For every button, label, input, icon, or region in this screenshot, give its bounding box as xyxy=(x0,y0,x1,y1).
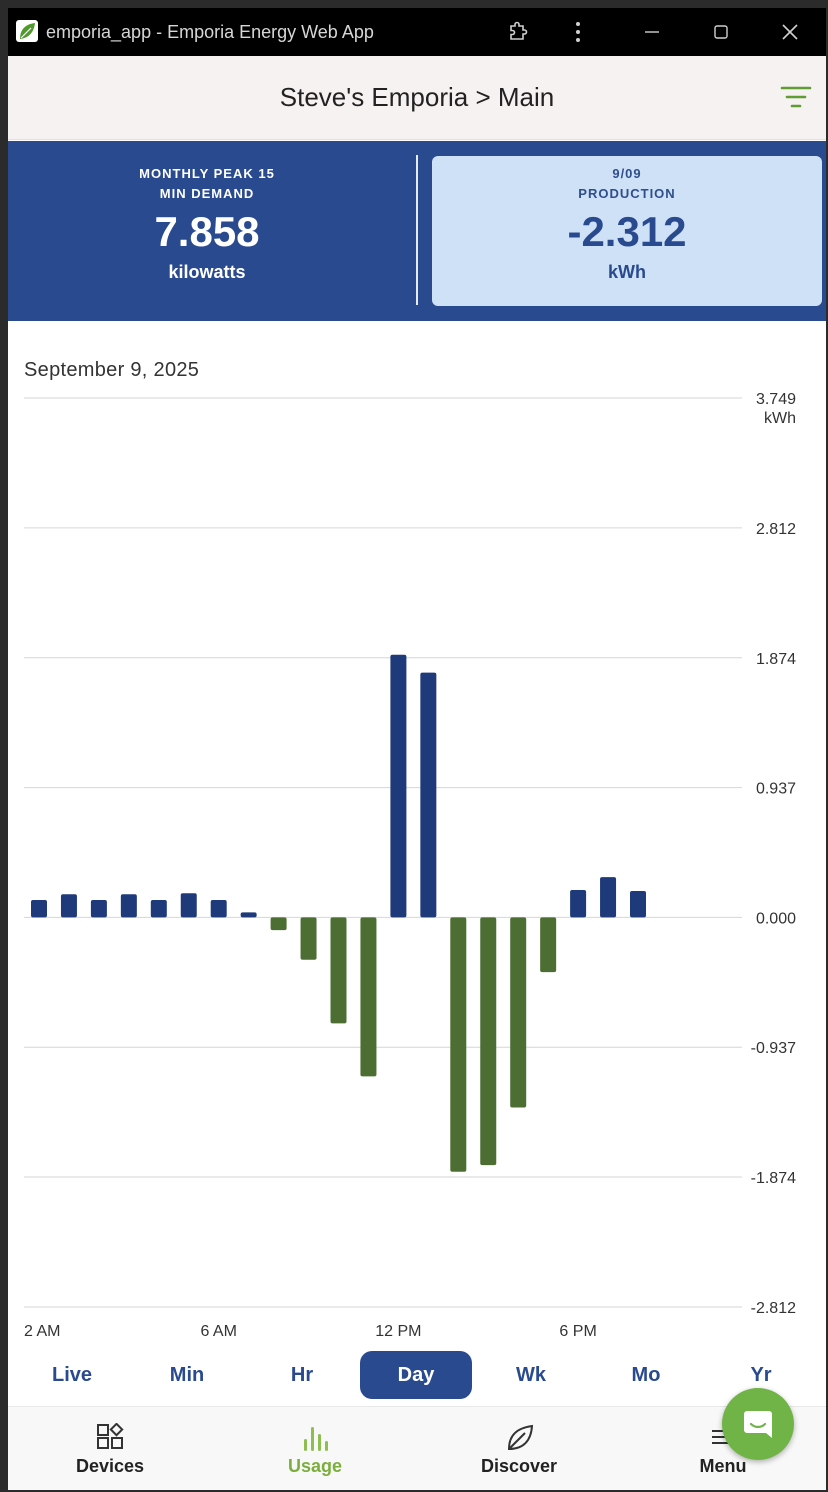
range-tab-wk[interactable]: Wk xyxy=(516,1363,546,1386)
bar-consumption xyxy=(240,912,257,918)
breadcrumb: Steve's Emporia > Main xyxy=(279,82,555,112)
bar-production xyxy=(300,917,317,960)
bar-consumption xyxy=(120,894,137,918)
production-label: PRODUCTION xyxy=(578,186,676,201)
x-tick-label: 12 PM xyxy=(375,1323,421,1340)
production-unit: kWh xyxy=(608,262,646,282)
x-tick-label: 6 PM xyxy=(559,1323,596,1340)
close-button[interactable] xyxy=(773,16,807,48)
y-tick-label: 3.749 xyxy=(756,391,796,408)
peak-demand-value: 7.858 xyxy=(154,208,260,255)
bar-production xyxy=(510,917,527,1108)
minimize-button[interactable] xyxy=(635,16,669,48)
chat-icon xyxy=(744,1411,772,1438)
chart-date: September 9, 2025 xyxy=(24,359,200,381)
nav-usage[interactable]: Usage xyxy=(245,1407,385,1490)
extensions-icon[interactable] xyxy=(501,16,535,48)
usage-chart[interactable]: 3.749 kWh 2.812 1.874 0.937 0.000 -0.937 -1.874… xyxy=(8,321,826,1341)
bottom-nav: Devices Usage Discover Menu xyxy=(8,1406,826,1490)
maximize-button[interactable] xyxy=(704,16,738,48)
production-date: 9/09 xyxy=(612,166,642,181)
chat-button[interactable] xyxy=(722,1388,794,1460)
range-tab-yr[interactable]: Yr xyxy=(750,1363,772,1386)
range-tabs: Live Min Hr Day Wk Mo Yr xyxy=(8,1346,826,1399)
x-tick-label: 6 AM xyxy=(200,1323,236,1340)
x-tick-label: 2 AM xyxy=(24,1323,60,1340)
usage-chart-area: September 9, 2025 3.749 kWh 2.812 1.874 0.93… xyxy=(8,321,826,1341)
more-options-icon[interactable] xyxy=(561,16,595,48)
y-tick-label: -1.874 xyxy=(751,1170,796,1187)
bar-production xyxy=(330,917,347,1024)
range-tab-min[interactable]: Min xyxy=(169,1363,205,1386)
y-tick-label: 0.937 xyxy=(756,781,796,798)
bar-consumption xyxy=(210,899,227,918)
bar-consumption xyxy=(390,654,407,918)
y-tick-label: 2.812 xyxy=(756,521,796,538)
bar-consumption xyxy=(31,899,47,918)
bar-consumption xyxy=(60,894,77,918)
stats-divider xyxy=(416,155,418,305)
app-header: Steve's Emporia > Main xyxy=(8,56,826,140)
leaf-icon xyxy=(507,1424,534,1451)
bar-consumption xyxy=(570,889,587,918)
peak-demand-label-1: MONTHLY PEAK 15 xyxy=(139,166,275,181)
nav-devices[interactable]: Devices xyxy=(40,1407,180,1490)
bar-consumption xyxy=(420,672,437,918)
y-tick-label: 1.874 xyxy=(756,651,796,668)
nav-discover[interactable]: Discover xyxy=(449,1407,589,1490)
title-bar: emporia_app - Emporia Energy Web App xyxy=(8,8,826,56)
bar-production xyxy=(480,917,497,1166)
window-title: emporia_app - Emporia Energy Web App xyxy=(46,22,374,42)
bar-production xyxy=(540,917,557,973)
app-window: emporia_app - Emporia Energy Web App Ste… xyxy=(8,8,826,1490)
bar-consumption xyxy=(600,877,617,918)
bar-consumption xyxy=(90,899,107,918)
bar-consumption xyxy=(150,899,167,918)
bar-consumption xyxy=(630,890,646,918)
y-unit-label: kWh xyxy=(764,410,796,427)
y-tick-label: 0.000 xyxy=(756,910,796,927)
nav-discover-label: Discover xyxy=(480,1456,558,1476)
range-tab-day[interactable]: Day xyxy=(360,1351,472,1399)
production-card[interactable]: 9/09 PRODUCTION -2.312 kWh xyxy=(432,156,822,306)
y-tick-label: -2.812 xyxy=(751,1300,796,1317)
bar-consumption xyxy=(180,893,197,918)
bar-production xyxy=(270,917,287,931)
stats-band: MONTHLY PEAK 15 MIN DEMAND 7.858 kilowat… xyxy=(8,141,826,321)
filter-icon[interactable] xyxy=(780,82,812,114)
production-value: -2.312 xyxy=(567,208,687,255)
range-tab-mo[interactable]: Mo xyxy=(631,1363,661,1386)
peak-demand-unit: kilowatts xyxy=(168,262,246,282)
range-tab-live[interactable]: Live xyxy=(51,1363,93,1386)
app-leaf-icon xyxy=(16,20,38,42)
bar-production xyxy=(450,917,467,1172)
y-tick-label: -0.937 xyxy=(751,1040,796,1057)
usage-icon xyxy=(304,1427,328,1451)
range-tab-hr[interactable]: Hr xyxy=(290,1363,314,1386)
devices-icon xyxy=(97,1423,124,1449)
peak-demand-label-2: MIN DEMAND xyxy=(159,186,255,201)
nav-menu-label: Menu xyxy=(699,1456,747,1476)
nav-devices-label: Devices xyxy=(75,1456,145,1476)
bar-production xyxy=(360,917,377,1077)
nav-usage-label: Usage xyxy=(287,1456,343,1476)
peak-demand-card[interactable]: MONTHLY PEAK 15 MIN DEMAND 7.858 kilowat… xyxy=(8,141,406,321)
